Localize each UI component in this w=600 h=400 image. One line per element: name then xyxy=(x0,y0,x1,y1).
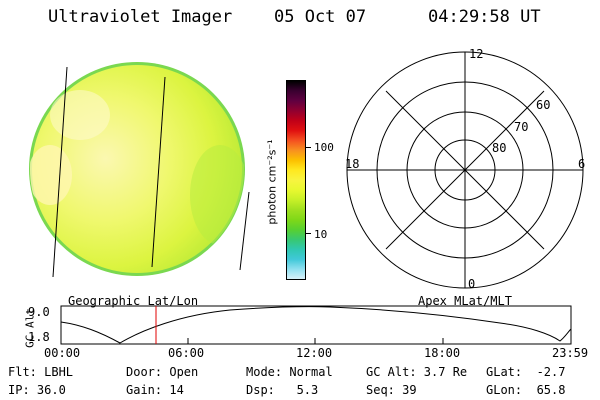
ip-status: IP: 36.0 xyxy=(8,383,66,397)
mode-status: Mode: Normal xyxy=(246,365,333,379)
x-tick-label: 00:00 xyxy=(44,346,81,360)
observation-date: 05 Oct 07 xyxy=(274,7,367,27)
mlt-label-top: 12 xyxy=(469,47,484,61)
lat-label-80: 80 xyxy=(492,141,507,155)
apex-title: Apex MLat/MLT xyxy=(418,294,512,308)
x-tick-label: 23:59 xyxy=(552,346,589,360)
meridian-line xyxy=(151,76,166,268)
glon-status: GLon: 65.8 xyxy=(486,383,566,397)
altitude-plot-frame xyxy=(60,305,572,345)
filter-status: Flt: LBHL xyxy=(8,365,74,379)
mlt-label-bottom: 0 xyxy=(468,277,476,291)
glat-status: GLat: -2.7 xyxy=(486,365,566,379)
meridian-line xyxy=(52,66,68,278)
color-scale-bar xyxy=(286,80,306,280)
meridian-line xyxy=(239,191,250,271)
colorbar-tick-label: 10 xyxy=(314,228,328,241)
polar-grid xyxy=(346,51,584,289)
gc-alt-status: GC Alt: 3.7 Re xyxy=(366,365,468,379)
colorbar-unit-label: photon cm⁻²s⁻¹ xyxy=(265,139,279,225)
dsp-status: Dsp: 5.3 xyxy=(246,383,319,397)
geographic-title: Geographic Lat/Lon xyxy=(68,294,199,308)
disk-bright-patch xyxy=(30,145,72,205)
uv-disk-image xyxy=(29,62,250,278)
y-tick-label: 1.8 xyxy=(28,330,50,344)
x-tick-label: 18:00 xyxy=(424,346,461,360)
mlt-label-left: 18 xyxy=(345,157,360,171)
colorbar-tick xyxy=(306,233,311,234)
mlt-diagonal xyxy=(385,90,545,250)
lat-label-60: 60 xyxy=(536,98,551,112)
mlt-label-right: 6 xyxy=(578,157,586,171)
instrument-title: Ultraviolet Imager xyxy=(48,7,233,27)
door-status: Door: Open xyxy=(126,365,199,379)
gain-status: Gain: 14 xyxy=(126,383,184,397)
colorbar-tick xyxy=(306,147,311,148)
x-tick-label: 06:00 xyxy=(168,346,205,360)
seq-status: Seq: 39 xyxy=(366,383,417,397)
altitude-plot xyxy=(60,305,572,345)
y-tick-label: 9.0 xyxy=(28,305,50,319)
colorbar-tick-label: 100 xyxy=(314,141,334,154)
x-tick-label: 12:00 xyxy=(296,346,333,360)
disk-bright-patch xyxy=(50,90,110,140)
observation-time: 04:29:58 UT xyxy=(428,7,541,27)
lat-label-70: 70 xyxy=(514,120,529,134)
altitude-curve xyxy=(60,306,572,344)
